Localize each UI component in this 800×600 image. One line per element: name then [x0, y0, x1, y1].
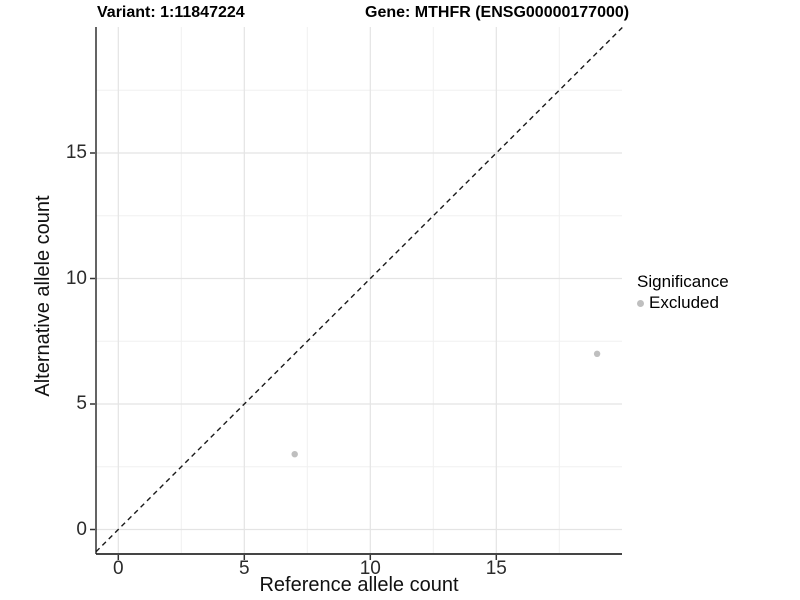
axis-lines — [90, 27, 622, 560]
scatter-point — [593, 350, 601, 357]
gridlines — [96, 27, 622, 554]
plot-title-variant: Variant: 1:11847224 — [97, 4, 245, 21]
legend-item-label: Excluded — [649, 293, 719, 312]
x-tick-label: 10 — [359, 558, 381, 579]
y-tick-label: 5 — [76, 393, 87, 414]
y-axis-title: Alternative allele count — [32, 195, 54, 397]
identity-dashed-line — [95, 27, 623, 553]
y-tick-label: 10 — [65, 267, 87, 289]
legend-item-excluded: Excluded — [637, 294, 729, 312]
x-tick-label: 0 — [113, 558, 124, 579]
legend-title: Significance — [637, 272, 729, 291]
y-tick-label: 0 — [76, 518, 87, 540]
x-tick-label: 15 — [485, 558, 507, 579]
data-points — [291, 350, 601, 458]
x-tick-label: 5 — [239, 558, 250, 579]
identity-line — [95, 27, 623, 553]
x-axis-title: Reference allele count — [259, 574, 459, 596]
scatter-point — [291, 451, 298, 458]
plot-title-gene: Gene: MTHFR (ENSG00000177000) — [365, 4, 630, 21]
excluded-point-icon — [637, 299, 644, 307]
y-tick-label: 15 — [65, 142, 87, 163]
legend: Significance Excluded — [637, 273, 729, 312]
